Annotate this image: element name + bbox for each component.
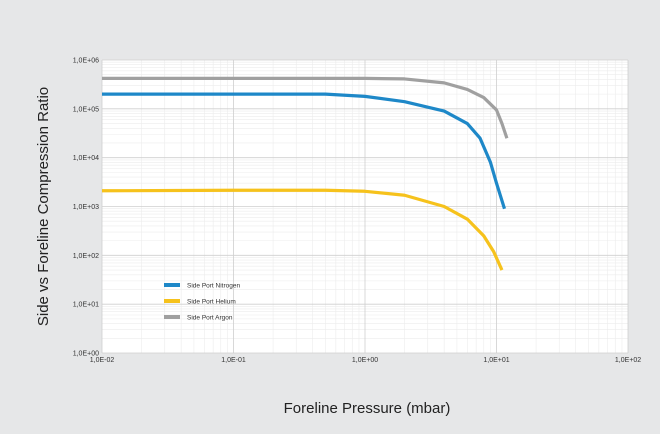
x-tick-label: 1,0E+02 xyxy=(615,357,641,364)
y-axis-label: Side vs Foreline Compression Ratio xyxy=(35,87,52,326)
series-layer xyxy=(101,76,509,271)
plot-area xyxy=(101,59,629,354)
y-tick-label: 1,0E+00 xyxy=(73,351,99,358)
y-tick-label: 1,0E+04 xyxy=(73,155,99,162)
series-line-side-port-helium xyxy=(101,188,504,271)
x-axis-label: Foreline Pressure (mbar) xyxy=(284,400,451,417)
x-tick-label: 1,0E+01 xyxy=(483,357,509,364)
series-line-side-port-nitrogen xyxy=(102,92,507,210)
legend: Side Port Nitrogen Side Port Helium Side P… xyxy=(164,283,240,322)
y-tick-labels: 1,0E+00 1,0E+01 1,0E+02 1,0E+03 1,0E+04 1,0E+… xyxy=(73,58,99,358)
series-line-side-port-argon xyxy=(102,76,509,139)
y-tick-label: 1,0E+02 xyxy=(73,253,99,260)
major-grid xyxy=(101,59,629,354)
y-tick-label: 1,0E+05 xyxy=(73,106,99,113)
legend-label-side-port-helium: Side Port Helium xyxy=(187,299,236,306)
x-tick-labels: 1,0E-02 1,0E-01 1,0E+00 1,0E+01 1,0E+02 xyxy=(90,357,642,364)
x-tick-label: 1,0E+00 xyxy=(352,357,378,364)
x-tick-label: 1,0E-01 xyxy=(221,357,246,364)
legend-label-side-port-nitrogen: Side Port Nitrogen xyxy=(187,283,240,290)
y-tick-label: 1,0E+06 xyxy=(73,58,99,65)
y-tick-label: 1,0E+03 xyxy=(73,204,99,211)
legend-label-side-port-argon: Side Port Argon xyxy=(187,315,233,322)
y-tick-label: 1,0E+01 xyxy=(73,302,99,309)
x-tick-label: 1,0E-02 xyxy=(90,357,115,364)
